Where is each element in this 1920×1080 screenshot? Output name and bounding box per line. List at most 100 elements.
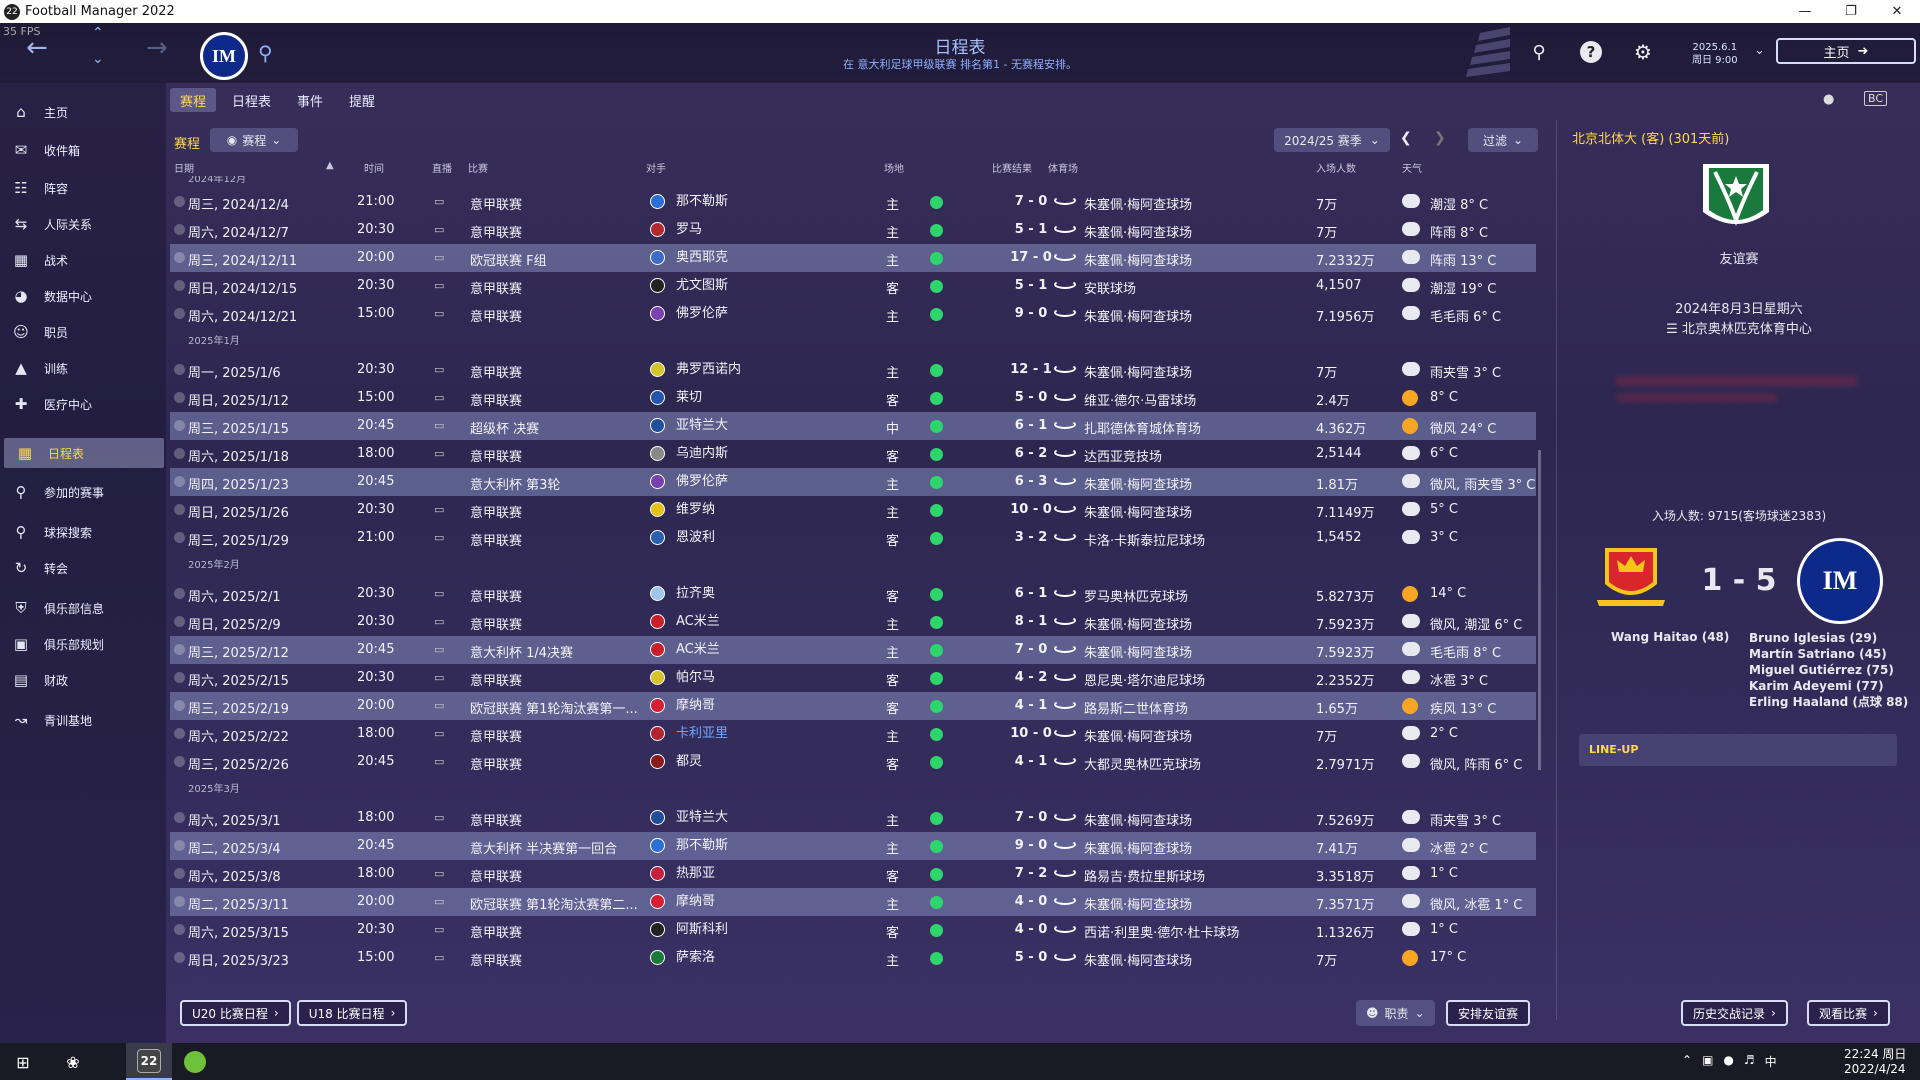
fixture-stadium[interactable]: 朱塞佩·梅阿查球场 xyxy=(1084,198,1193,213)
fixture-competition[interactable]: 意甲联赛 xyxy=(470,674,523,689)
fixture-competition[interactable]: 意甲联赛 xyxy=(470,394,523,409)
fixture-stadium[interactable]: 朱塞佩·梅阿查球场 xyxy=(1084,478,1193,493)
sidebar-item-transfers[interactable]: ↻ 转会 xyxy=(0,553,166,583)
sidebar-item-schedule[interactable]: ▦ 日程表 xyxy=(4,438,164,468)
lineup-section[interactable]: LINE-UP xyxy=(1579,734,1897,766)
search-icon[interactable]: ⚲ xyxy=(258,41,273,65)
fixture-score[interactable]: 7 - 2 xyxy=(1014,866,1048,881)
fixture-stadium[interactable]: 朱塞佩·梅阿查球场 xyxy=(1084,842,1193,857)
opponent-badge-icon[interactable] xyxy=(650,866,665,881)
fixture-stadium[interactable]: 维亚·德尔·马雷球场 xyxy=(1084,394,1197,409)
col-weather[interactable]: 天气 xyxy=(1402,164,1422,175)
fixture-score[interactable]: 4 - 1 xyxy=(1014,698,1048,713)
screenshot-icon[interactable]: BC xyxy=(1864,91,1888,106)
next-arrow-icon[interactable]: ❯ xyxy=(1434,130,1446,146)
fixture-competition[interactable]: 意甲联赛 xyxy=(470,758,523,773)
row-select-checkbox[interactable] xyxy=(174,252,185,263)
fixture-competition[interactable]: 意大利杯 半决赛第一回合 xyxy=(470,842,618,857)
fixture-competition[interactable]: 欧冠联赛 第1轮淘汰赛第二... xyxy=(470,898,638,913)
sidebar-item-finances[interactable]: ▤ 财政 xyxy=(0,665,166,695)
opponent-badge-icon[interactable] xyxy=(650,446,665,461)
fixture-opponent[interactable]: 亚特兰大 xyxy=(676,810,729,825)
fixture-competition[interactable]: 超级杯 决赛 xyxy=(470,422,540,437)
fixture-opponent[interactable]: 那不勒斯 xyxy=(676,194,729,209)
row-select-checkbox[interactable] xyxy=(174,224,185,235)
fixture-competition[interactable]: 意大利杯 第3轮 xyxy=(470,478,561,493)
fixture-score[interactable]: 5 - 0 xyxy=(1014,950,1048,965)
fixture-row[interactable]: 周三, 2024/12/11 20:00 ▭ 欧冠联赛 F组 奥西耶克 主 17 - 0 朱塞… xyxy=(170,244,1536,272)
fixture-opponent[interactable]: 佛罗伦萨 xyxy=(676,474,729,489)
opponent-badge-icon[interactable] xyxy=(650,614,665,629)
row-select-checkbox[interactable] xyxy=(174,532,185,543)
fixture-competition[interactable]: 意甲联赛 xyxy=(470,198,523,213)
lock-icon[interactable]: ● xyxy=(1823,92,1835,107)
fixture-row[interactable]: 周日, 2025/2/9 20:30 ▭ 意甲联赛 AC米兰 主 8 - 1 朱塞佩·梅阿查球… xyxy=(170,608,1536,636)
col-opponent[interactable]: 对手 xyxy=(646,164,666,175)
opponent-badge-icon[interactable] xyxy=(650,362,665,377)
fixture-score[interactable]: 12 - 1 xyxy=(1010,362,1052,377)
fixture-score[interactable]: 3 - 2 xyxy=(1014,530,1048,545)
fixture-score[interactable]: 4 - 0 xyxy=(1014,922,1048,937)
u18-schedule-button[interactable]: U18 比赛日程 › xyxy=(296,1000,408,1026)
fixture-score[interactable]: 9 - 0 xyxy=(1014,306,1048,321)
away-team-crest-icon[interactable]: IM xyxy=(1797,538,1883,624)
fixture-opponent[interactable]: 拉齐奥 xyxy=(676,586,716,601)
sidebar-item-medical[interactable]: ✚ 医疗中心 xyxy=(0,389,166,419)
game-date[interactable]: 2025.6.1 周日 9:00 xyxy=(1692,41,1738,67)
fixture-opponent[interactable]: 奥西耶克 xyxy=(676,250,729,265)
opponent-badge-icon[interactable] xyxy=(650,474,665,489)
fixture-row[interactable]: 周三, 2025/1/29 21:00 ▭ 意甲联赛 恩波利 客 3 - 2 卡洛·卡斯泰拉尼… xyxy=(170,524,1536,552)
fixture-competition[interactable]: 欧冠联赛 第1轮淘汰赛第一... xyxy=(470,702,638,717)
fixture-row[interactable]: 周六, 2025/2/22 18:00 ▭ 意甲联赛 卡利亚里 主 10 - 0 朱塞佩·梅阿… xyxy=(170,720,1536,748)
club-badge-icon[interactable]: IM xyxy=(200,32,248,80)
fixture-opponent[interactable]: 阿斯科利 xyxy=(676,922,729,937)
row-select-checkbox[interactable] xyxy=(174,588,185,599)
opponent-badge-icon[interactable] xyxy=(650,194,665,209)
fixture-opponent[interactable]: 佛罗伦萨 xyxy=(676,306,729,321)
fixture-competition[interactable]: 意大利杯 1/4决赛 xyxy=(470,646,574,661)
fixture-score[interactable]: 7 - 0 xyxy=(1014,642,1048,657)
filter-dropdown[interactable]: 过滤 ⌄ xyxy=(1468,128,1538,152)
ime-indicator[interactable]: 中 xyxy=(1764,1055,1777,1069)
volume-icon[interactable]: ♬ xyxy=(1743,1053,1755,1067)
fixture-score[interactable]: 4 - 0 xyxy=(1014,894,1048,909)
season-dropdown[interactable]: 2024/25 赛季 ⌄ xyxy=(1274,128,1390,152)
fixture-stadium[interactable]: 朱塞佩·梅阿查球场 xyxy=(1084,814,1193,829)
fixture-stadium[interactable]: 朱塞佩·梅阿查球场 xyxy=(1084,254,1193,269)
fixture-opponent[interactable]: 尤文图斯 xyxy=(676,278,729,293)
opponent-badge-icon[interactable] xyxy=(650,418,665,433)
fixture-opponent[interactable]: 帕尔马 xyxy=(676,670,716,685)
windows-start-icon[interactable]: ⊞ xyxy=(16,1052,30,1072)
col-date[interactable]: 日期 xyxy=(174,164,194,175)
sidebar-item-competitions[interactable]: ⚲ 参加的赛事 xyxy=(0,477,166,507)
opponent-badge-icon[interactable] xyxy=(650,698,665,713)
col-venue[interactable]: 场地 xyxy=(884,164,904,175)
row-select-checkbox[interactable] xyxy=(174,448,185,459)
row-select-checkbox[interactable] xyxy=(174,896,185,907)
row-select-checkbox[interactable] xyxy=(174,308,185,319)
fixture-score[interactable]: 9 - 0 xyxy=(1014,838,1048,853)
fixture-score[interactable]: 6 - 1 xyxy=(1014,418,1048,433)
fixture-row[interactable]: 周六, 2025/1/18 18:00 ▭ 意甲联赛 乌迪内斯 客 6 - 2 达西亚竞技场 2… xyxy=(170,440,1536,468)
head-to-head-button[interactable]: 历史交战记录 › xyxy=(1681,1000,1788,1026)
browser-icon[interactable] xyxy=(184,1051,206,1073)
fixture-stadium[interactable]: 朱塞佩·梅阿查球场 xyxy=(1084,366,1193,381)
opponent-badge-icon[interactable] xyxy=(650,922,665,937)
sidebar-item-home[interactable]: ⌂ 主页 xyxy=(0,97,166,127)
row-select-checkbox[interactable] xyxy=(174,700,185,711)
fixture-row[interactable]: 周三, 2025/2/26 20:45 ▭ 意甲联赛 都灵 客 4 - 1 大都灵奥林匹克球场… xyxy=(170,748,1536,776)
fixture-competition[interactable]: 意甲联赛 xyxy=(470,870,523,885)
fixture-stadium[interactable]: 朱塞佩·梅阿查球场 xyxy=(1084,954,1193,969)
fixture-opponent[interactable]: 弗罗西诺内 xyxy=(676,362,742,377)
row-select-checkbox[interactable] xyxy=(174,364,185,375)
fixture-row[interactable]: 周六, 2024/12/21 15:00 ▭ 意甲联赛 佛罗伦萨 主 9 - 0 朱塞佩·梅阿… xyxy=(170,300,1536,328)
row-select-checkbox[interactable] xyxy=(174,476,185,487)
fixture-stadium[interactable]: 朱塞佩·梅阿查球场 xyxy=(1084,730,1193,745)
fixture-score[interactable]: 10 - 0 xyxy=(1010,502,1052,517)
row-select-checkbox[interactable] xyxy=(174,868,185,879)
row-select-checkbox[interactable] xyxy=(174,672,185,683)
fixture-score[interactable]: 5 - 1 xyxy=(1014,278,1048,293)
opponent-badge-icon[interactable] xyxy=(650,250,665,265)
opponent-badge-icon[interactable] xyxy=(650,390,665,405)
fixture-stadium[interactable]: 朱塞佩·梅阿查球场 xyxy=(1084,898,1193,913)
